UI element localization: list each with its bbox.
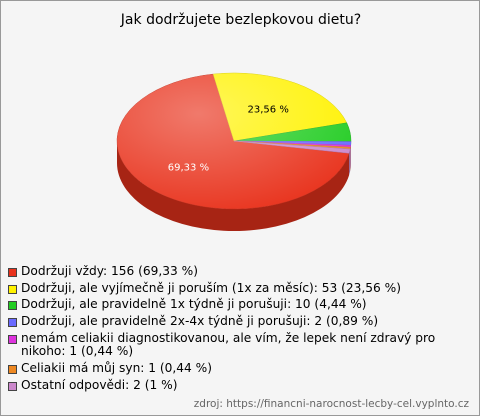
chart: Jak dodržujete bezlepkovou dietu? 69,33 … [116,12,361,231]
legend-swatch [8,301,17,311]
legend: Dodržuji vždy: 156 (69,33 %) Dodržuji, al… [8,264,474,395]
legend-swatch [8,318,17,328]
legend-item: Dodržuji, ale pravidelně 1x týdně ji por… [8,298,474,312]
legend-item: Celiakii má můj syn: 1 (0,44 %) [8,360,474,376]
legend-swatch [8,268,17,277]
legend-label: Celiakii má můj syn: 1 (0,44 %) [21,360,213,375]
legend-swatch [8,284,17,294]
legend-label: Dodržuji, ale pravidelně 1x týdně ji por… [21,297,367,312]
legend-item: nemám celiakii diagnostikovanou, ale vím… [8,330,474,359]
legend-swatch [8,364,17,374]
legend-label: nemám celiakii diagnostikovanou, ale vím… [21,330,436,359]
legend-swatch [8,334,17,344]
chart-title: Jak dodržujete bezlepkovou dietu? [120,12,361,28]
legend-label: Ostatní odpovědi: 2 (1 %) [21,377,178,392]
source: zdroj: https://financni-narocnost-lecby-… [193,398,469,410]
legend-item: Dodržuji vždy: 156 (69,33 %) [8,264,474,279]
legend-label: Dodržuji, ale vyjímečně ji poruším (1x z… [21,280,401,295]
data-label: 69,33 % [168,162,209,173]
legend-item: Dodržuji, ale pravidelně 2x-4x týdně ji … [8,314,474,329]
legend-item: Ostatní odpovědi: 2 (1 %) [8,377,474,393]
legend-label: Dodržuji, ale pravidelně 2x-4x týdně ji … [21,314,379,329]
data-label: 23,56 % [248,104,289,115]
legend-label: Dodržuji vždy: 156 (69,33 %) [21,264,198,278]
legend-item: Dodržuji, ale vyjímečně ji poruším (1x z… [8,280,474,296]
legend-swatch [8,381,17,391]
